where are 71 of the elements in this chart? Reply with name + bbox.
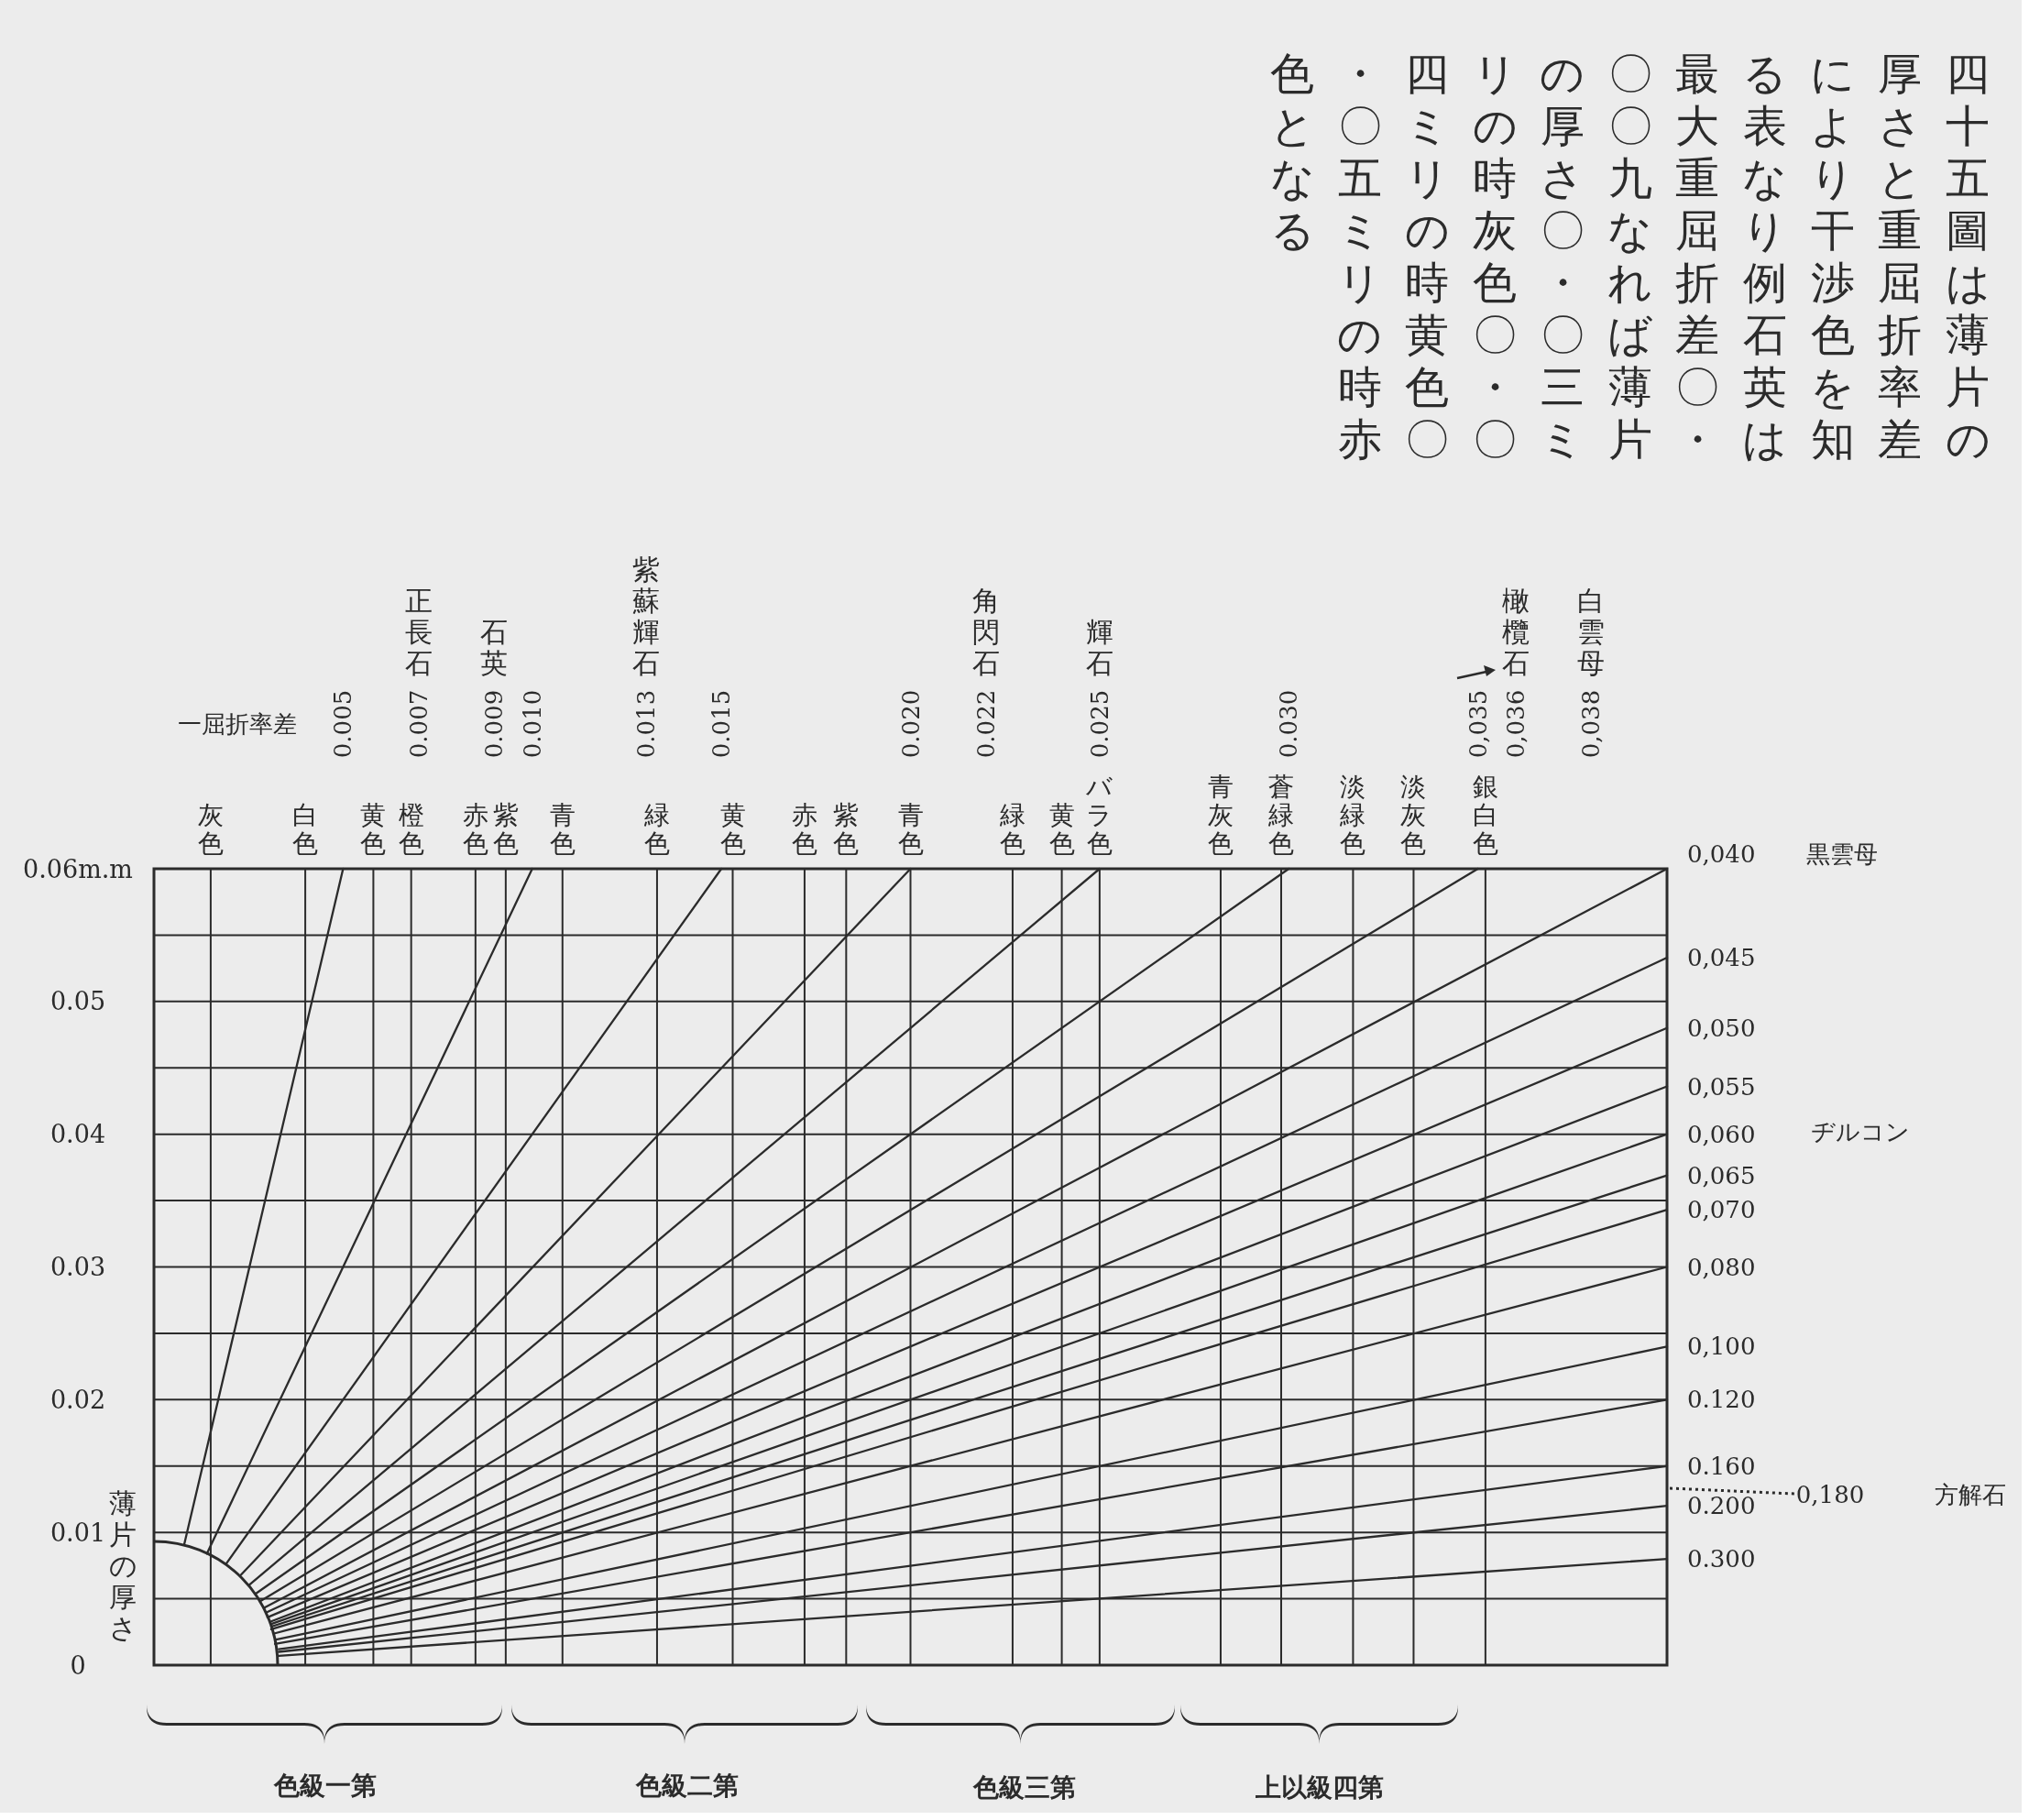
- text: 色級三第: [972, 1771, 1076, 1803]
- text: 輝石: [1086, 615, 1113, 679]
- ref-line-label: 淡灰色: [1400, 771, 1427, 859]
- x-tick-label: 0,038: [1577, 689, 1606, 759]
- series-label: 0,100: [1687, 1332, 1756, 1361]
- series-label: 0.300: [1687, 1545, 1756, 1573]
- ref-line-label: 蒼緑色: [1267, 771, 1294, 859]
- x-tick-label: 0,035: [1464, 689, 1492, 759]
- text: 色級二第: [635, 1770, 739, 1801]
- series-label: 0,050: [1687, 1014, 1756, 1042]
- x-tick-label: 0.005: [329, 689, 357, 759]
- x-tick-label: 0,036: [1501, 689, 1530, 759]
- text: 色級一第: [273, 1770, 377, 1801]
- ref-line-label: 黄色: [360, 799, 387, 859]
- series-label: 0,065: [1687, 1161, 1756, 1190]
- x-tick-label: 0.013: [631, 689, 660, 759]
- x-tick-label: 0.009: [480, 689, 509, 759]
- series-label: 0,060: [1687, 1120, 1756, 1148]
- chart-title: 四十五圖は薄片の厚さと重屈折率差により干渉色を知る表なり例石英は最大重屈折差〇・〇〇九なれば薄片の厚さ〇・〇三ミリの時灰色〇・〇四ミリの時黄色〇・〇五ミリの時赤色となる: [1269, 48, 1991, 465]
- ref-line-label: 白色: [292, 799, 319, 859]
- x-tick-label: 0.010: [518, 689, 546, 759]
- ref-line-label: 紫色: [492, 799, 519, 859]
- y-tick-label: 0.01: [49, 1518, 106, 1547]
- ref-line-label: 紫色: [833, 799, 860, 859]
- series-label: 0,040: [1687, 840, 1756, 868]
- y-tick-label: 0.02: [49, 1385, 106, 1414]
- x-tick-label: 0.030: [1275, 689, 1303, 759]
- ref-line-label: 緑色: [642, 799, 670, 859]
- series-label: 0.120: [1687, 1386, 1756, 1414]
- x-tick-label: 0.015: [707, 689, 736, 759]
- ref-line-label: バラ色: [1085, 771, 1113, 859]
- series-label: 0,080: [1687, 1253, 1756, 1281]
- series-label: 0,070: [1687, 1196, 1756, 1224]
- ref-line-label: 青色: [549, 799, 576, 859]
- ref-line-label: 橙色: [398, 799, 424, 859]
- ref-line-label: 黄色: [719, 799, 746, 859]
- x-tick-label: 0.025: [1085, 689, 1113, 759]
- ref-line-label: 赤色: [791, 799, 817, 859]
- series-label: 0,045: [1687, 944, 1756, 972]
- text: 上以級四第: [1255, 1771, 1384, 1803]
- ref-line-label: 緑色: [998, 799, 1025, 859]
- ref-line-label: 赤色: [462, 799, 488, 859]
- text: 白雲母: [1577, 584, 1605, 679]
- text: 方解石: [1935, 1481, 2006, 1508]
- ref-line-label: 青灰色: [1207, 771, 1234, 859]
- y-tick-label: 0: [70, 1650, 86, 1680]
- text: 紫蘇輝石: [632, 553, 660, 679]
- text: 橄欖石: [1502, 584, 1530, 679]
- x-tick-label: 0.007: [404, 689, 433, 759]
- series-label: 0,055: [1687, 1072, 1756, 1101]
- text: 正長石: [405, 584, 433, 679]
- text: 石英: [480, 615, 508, 679]
- x-tick-label: 0.020: [896, 689, 925, 759]
- ref-line-label: 灰色: [197, 799, 224, 859]
- y-tick-label: 0.03: [49, 1253, 106, 1281]
- x-tick-label: 0.022: [972, 689, 1001, 759]
- ref-line-label: 青色: [897, 799, 924, 859]
- ref-line-label: 銀白色: [1472, 771, 1498, 859]
- ref-line-label: 淡緑色: [1339, 771, 1366, 859]
- series-label: 0.200: [1687, 1492, 1756, 1520]
- text: 黒雲母: [1806, 840, 1878, 868]
- y-tick-label: 0.05: [49, 987, 106, 1016]
- text: 角閃石: [972, 584, 1000, 679]
- series-label: 0.160: [1687, 1452, 1756, 1480]
- y-axis-title: 薄片の厚さ: [108, 1486, 137, 1644]
- ref-line-label: 黄色: [1048, 799, 1075, 859]
- text: ヂルコン: [1811, 1118, 1910, 1146]
- y-tick-label: 0.06m.m: [23, 854, 133, 883]
- y-tick-label: 0.04: [49, 1120, 106, 1149]
- text: 0,180: [1795, 1481, 1865, 1508]
- x-axis-title: 一屈折率差: [178, 710, 297, 738]
